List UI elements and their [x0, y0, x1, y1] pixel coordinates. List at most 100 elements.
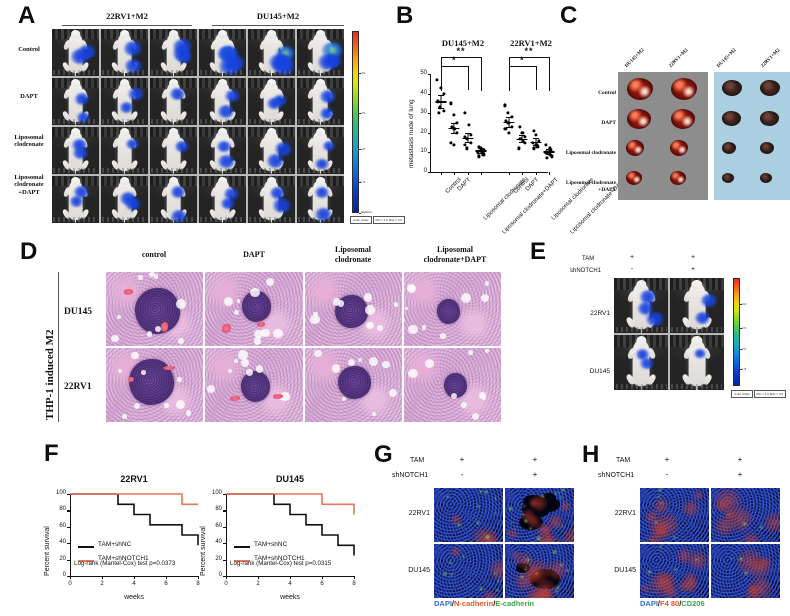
panel-b-y-tick-label: 20 [420, 128, 427, 135]
blood-vessel [123, 289, 133, 295]
mouse-limb [258, 137, 267, 148]
alveolar-space [478, 392, 486, 400]
alveolar-space [236, 299, 241, 303]
alveolar-space [253, 336, 262, 345]
panel-e-shnotch1-value-1: - [630, 266, 634, 273]
panel-f-y-axis [226, 494, 228, 576]
panel-f-y-tick [67, 543, 70, 545]
alveolar-space [245, 369, 253, 377]
tile-timestamp-strip [53, 70, 98, 76]
immunofluorescence-image [434, 544, 503, 598]
tile-timestamp-strip [249, 217, 294, 223]
panel-b-data-point [437, 111, 441, 115]
panel-b-data-point [510, 125, 514, 129]
metastatic-nodule [338, 366, 372, 399]
colorbar-tick-2: 2.0 [358, 147, 366, 152]
panel-g-row-label-22rv1: 22RV1 [408, 510, 430, 517]
panel-f-y-tick-label: 100 [211, 490, 222, 496]
mouse-limb [62, 186, 72, 197]
panel-b-y-tick [427, 132, 430, 134]
row-label-line-1: Liposomal [14, 174, 44, 181]
panel-b-error-cap [546, 148, 553, 150]
panel-f-x-tick-label: 8 [352, 581, 356, 587]
panel-b-significance-tick [481, 57, 483, 91]
green-channel-signal [759, 525, 763, 530]
panel-b-data-point [532, 146, 536, 151]
panel-g-tam-value-2: + [532, 455, 538, 464]
mouse-limb [62, 88, 72, 100]
mouse-bioluminescence-tile [198, 126, 247, 175]
panel-f-legend-swatch [78, 560, 94, 562]
green-channel-signal [731, 557, 734, 561]
mouse-limb [111, 39, 121, 51]
mouse-head [120, 128, 130, 137]
panel-e-tam-value-1: + [629, 254, 635, 261]
alveolar-space [314, 349, 322, 358]
alveolar-space [451, 392, 458, 399]
panel-h-tam-value-2: + [737, 455, 743, 464]
panel-a-row-label-liposomal-clodronate-dapt: Liposomal clodronate +DAPT [2, 174, 56, 196]
alveolar-space [406, 283, 416, 294]
panel-b-error-bar [440, 95, 442, 108]
panel-b-data-point [503, 127, 507, 131]
panel-letter-f: F [44, 440, 59, 467]
colorbar-legend-range: Min = 1.0 Max = 3.5 [372, 216, 406, 224]
bioluminescence-signal [637, 302, 654, 315]
immunofluorescence-image [434, 488, 503, 542]
bioluminescence-signal [171, 209, 188, 223]
immunofluorescence-image [640, 488, 709, 542]
panel-b-error-cap [451, 122, 458, 124]
mouse-head [266, 128, 276, 137]
metastatic-nodule [437, 299, 461, 325]
alveolar-space [280, 391, 290, 402]
green-channel-signal [525, 557, 530, 563]
bioluminescence-signal [174, 140, 190, 153]
mouse-limb [160, 39, 170, 51]
mouse-bioluminescence-tile [149, 29, 198, 77]
panel-b-data-point [544, 142, 548, 147]
green-channel-signal [484, 489, 489, 495]
panel-b-y-tick [427, 152, 430, 154]
panel-d-col-label-liposomal-clodronate: Liposomal clodronate [304, 245, 402, 265]
mouse-bioluminescence-tile [52, 77, 100, 126]
panel-b-data-point [450, 125, 454, 129]
panel-b-y-tick [427, 172, 430, 173]
panel-b-error-bar [535, 138, 537, 145]
mouse-head [266, 177, 276, 186]
red-channel-signal [450, 513, 462, 525]
tile-timestamp-strip [53, 168, 98, 174]
mouse-bioluminescence-tile [149, 126, 198, 175]
mouse-limb [111, 88, 121, 100]
mouse-head [168, 128, 179, 137]
panel-f-x-tick [290, 576, 292, 579]
alveolar-space [472, 413, 480, 421]
panel-d-col-label-control: control [141, 250, 167, 259]
green-channel-signal [656, 494, 660, 498]
mouse-head [120, 177, 130, 186]
green-channel-signal [494, 511, 496, 514]
tile-timestamp-strip [298, 168, 343, 174]
mouse-bioluminescence-tile [247, 29, 296, 77]
bioluminescence-signal [635, 349, 650, 361]
alveolar-space [266, 278, 275, 287]
alveolar-space [393, 302, 399, 308]
red-channel-signal [750, 556, 771, 578]
mouse-head [168, 177, 179, 186]
panel-f-x-axis-label: weeks [280, 594, 300, 601]
mouse-tail [123, 70, 126, 77]
channel-name: CD206 [681, 599, 705, 608]
mouse-limb [209, 186, 219, 197]
panel-f-km-du145: DU145 0 20 40 60 80 100 0 2 4 6 8 weeks Percent survi… [196, 470, 362, 610]
mouse-head [120, 30, 130, 39]
panel-h-cond-label-shnotch1: shNOTCH1 [598, 472, 635, 479]
bioluminescence-signal [646, 312, 664, 326]
green-channel-signal [508, 507, 513, 512]
bioluminescence-signal [119, 102, 133, 113]
colorbar-tick-1: 2.5 [739, 325, 747, 330]
panel-letter-c: C [560, 2, 578, 29]
mouse-bioluminescence-tile [100, 175, 149, 223]
panel-b-error-bar [467, 133, 469, 142]
panel-a-group-header-22rv1: 22RV1+M2 [106, 11, 148, 21]
panel-e-cond-label-tam: TAM [582, 256, 595, 262]
mouse-bioluminescence-tile [296, 126, 344, 175]
